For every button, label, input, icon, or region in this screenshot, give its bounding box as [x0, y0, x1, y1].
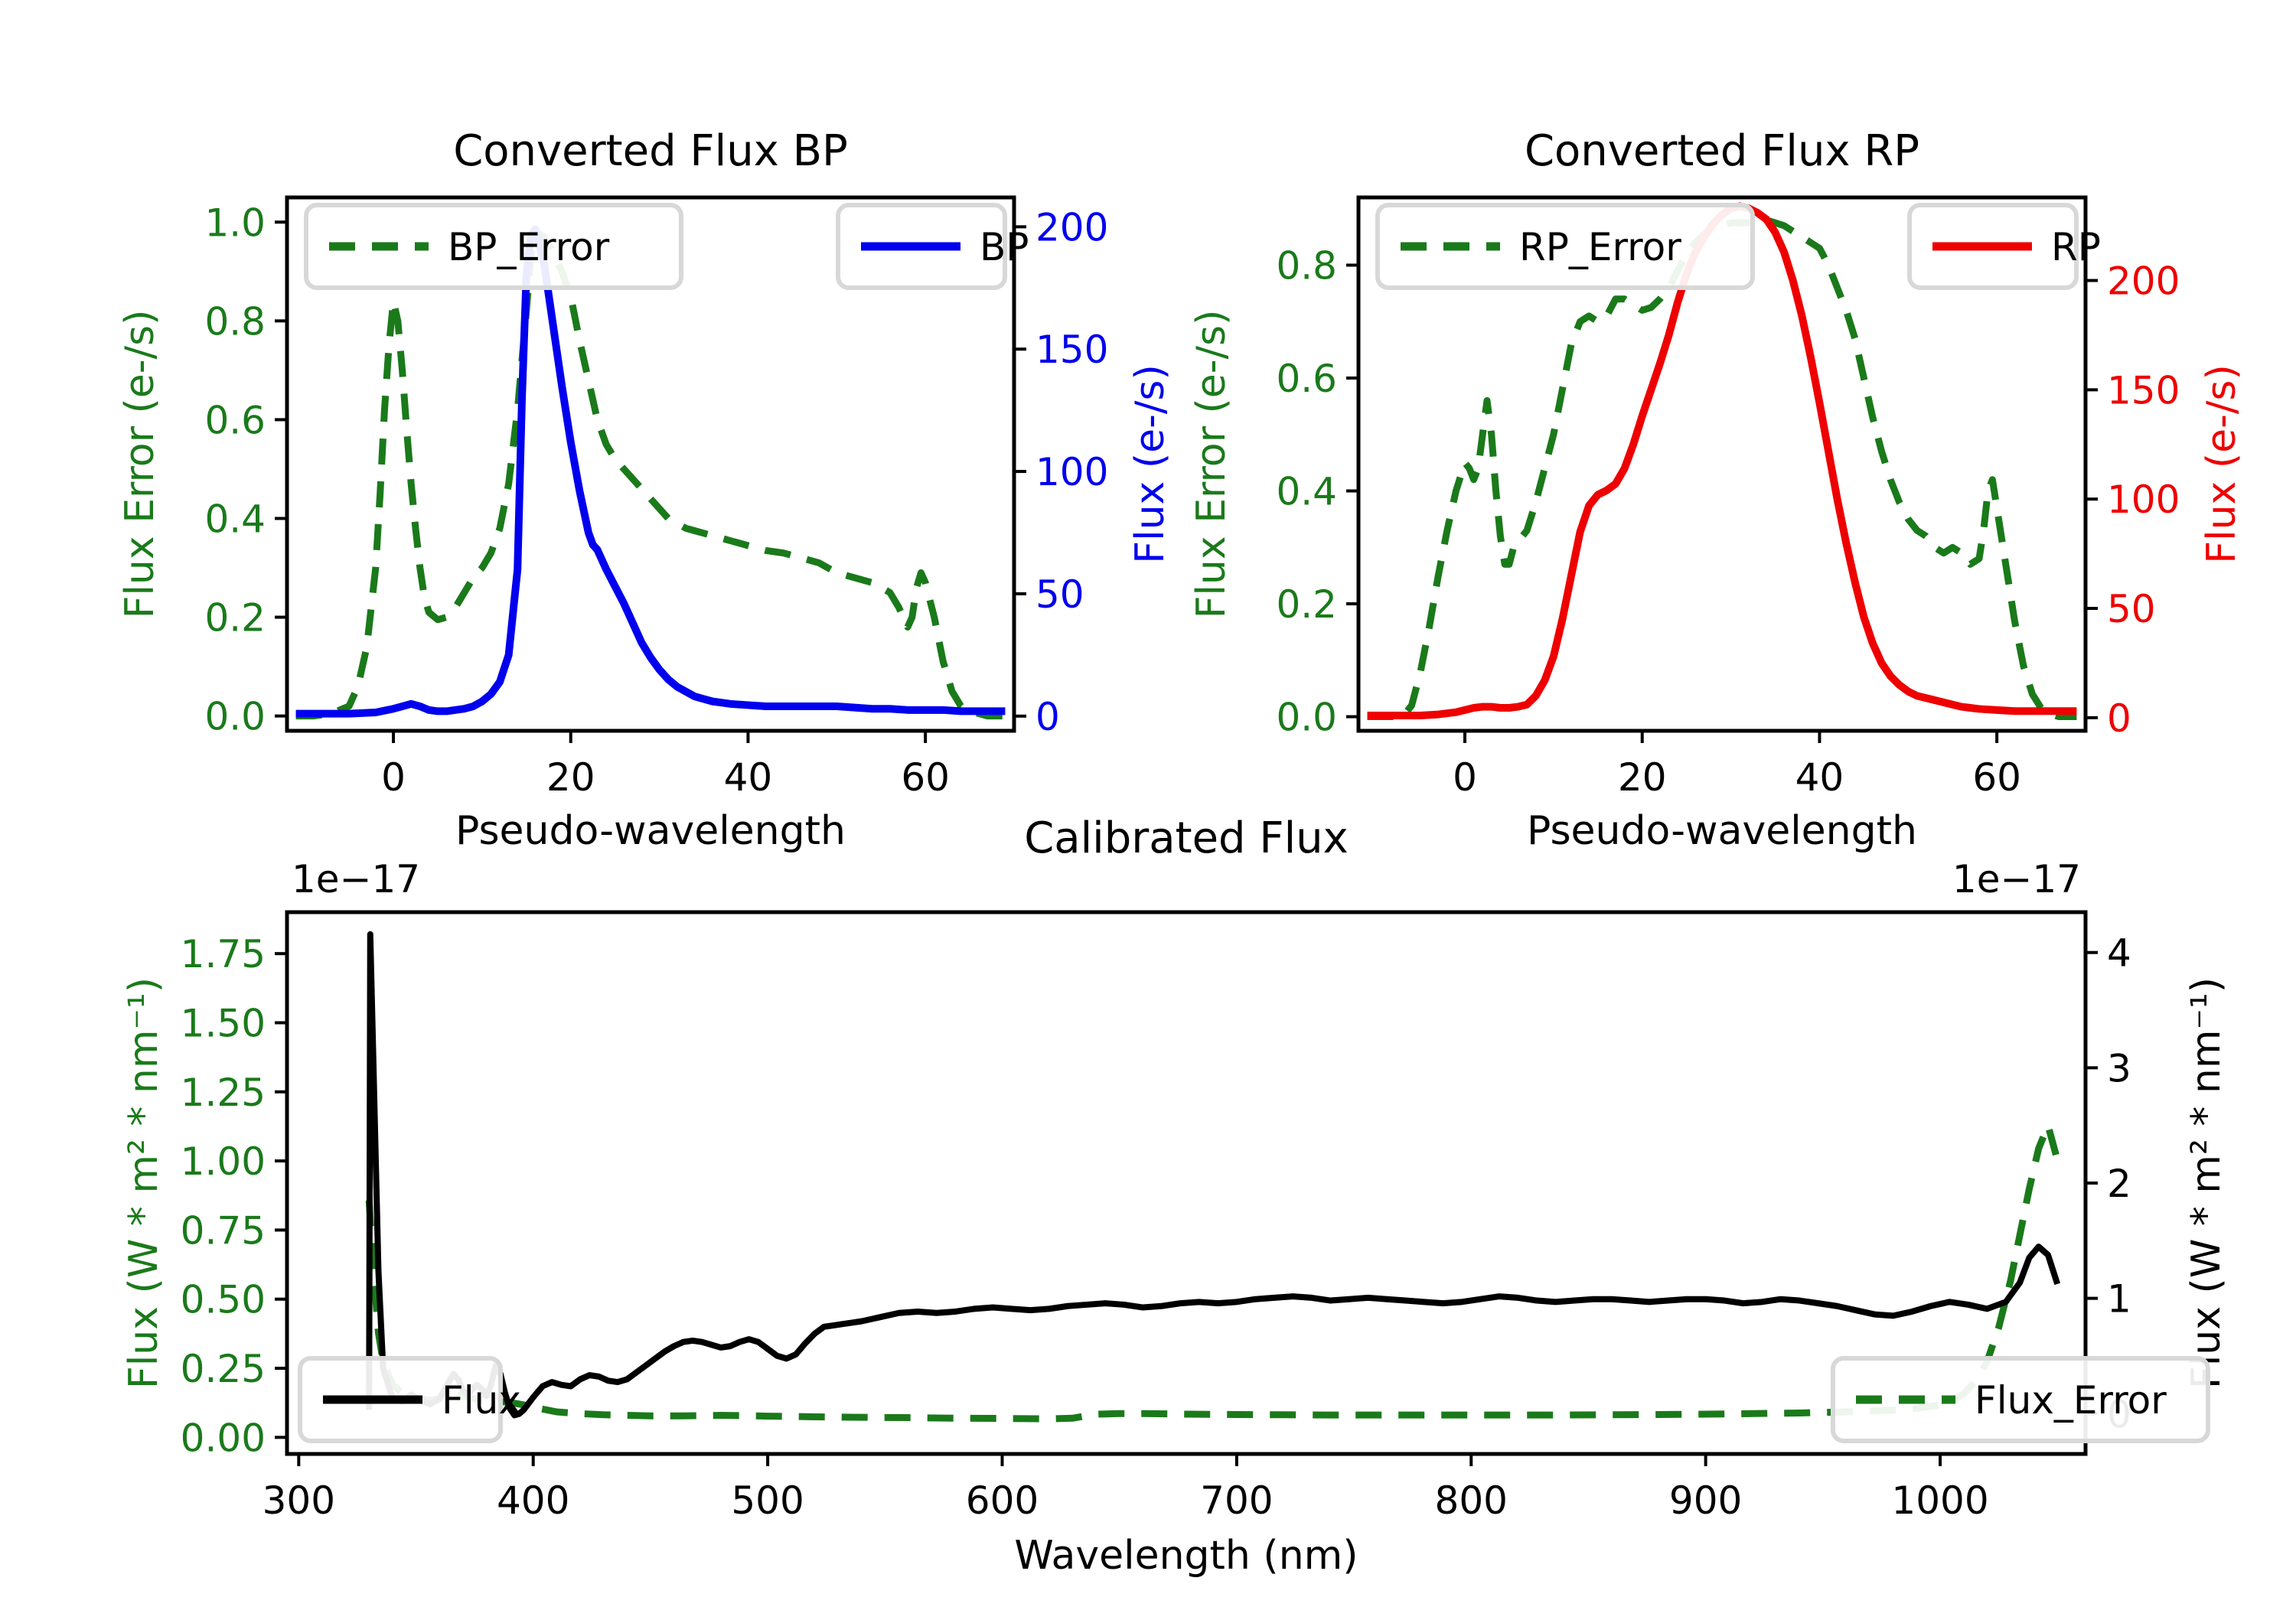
rp-xtick-label: 20	[1618, 755, 1667, 800]
rp-ytick-label-right: 50	[2107, 587, 2156, 631]
rp-ytick-label-left: 0.0	[1276, 696, 1337, 740]
bp-panel-title: Converted Flux BP	[453, 126, 848, 176]
calibrated-xtick-label: 1000	[1891, 1478, 1988, 1523]
calibrated-plot-frame	[285, 910, 2088, 1456]
calibrated-ytick-label-right: 2	[2107, 1162, 2131, 1206]
rp-ytick-label-right: 150	[2107, 368, 2180, 412]
calibrated-legend-flux-label: Flux	[442, 1378, 521, 1423]
bp-error-curve	[295, 228, 1006, 720]
bp-yaxis-label-left: Flux Error (e-/s)	[117, 310, 163, 619]
bp-xtick-label: 20	[546, 755, 595, 800]
calibrated-offset-left: 1e−17	[292, 857, 420, 901]
bp-ytick-label-left: 0.2	[204, 596, 266, 641]
calibrated-offset-right: 1e−17	[1952, 857, 2081, 901]
calibrated-legend-error-label: Flux_Error	[1975, 1378, 2167, 1423]
calibrated-yaxis-label-left: Flux (W * m² * nm⁻¹)	[121, 977, 167, 1389]
calibrated-xtick-label: 800	[1435, 1478, 1508, 1523]
rp-yaxis-label-right: Flux (e-/s)	[2199, 364, 2245, 564]
bp-flux-curve	[295, 225, 1006, 718]
bp-ytick-label-left: 0.8	[204, 299, 266, 344]
calibrated-yaxis-label-right: Flux (W * m² * nm⁻¹)	[2183, 977, 2229, 1389]
calibrated-ytick-label-left: 1.25	[181, 1071, 266, 1115]
bp-ytick-label-left: 1.0	[204, 200, 266, 245]
bp-plot-frame	[285, 195, 1016, 733]
rp-plot-frame	[1356, 195, 2088, 733]
calibrated-ytick-label-left: 0.50	[181, 1278, 266, 1322]
bp-xtick-label: 40	[724, 755, 773, 800]
rp-ytick-label-right: 200	[2107, 259, 2180, 304]
calibrated-ytick-label-left: 1.00	[181, 1139, 266, 1184]
bp-ytick-label-right: 200	[1035, 205, 1108, 249]
rp-ytick-label-left: 0.4	[1276, 470, 1337, 514]
bp-ytick-label-left: 0.4	[204, 497, 266, 541]
calibrated-xtick-label: 700	[1200, 1478, 1273, 1523]
rp-yaxis-label-left: Flux Error (e-/s)	[1189, 310, 1234, 619]
bp-ytick-label-right: 0	[1035, 695, 1060, 739]
rp-ytick-label-left: 0.8	[1276, 244, 1337, 288]
bp-ytick-label-right: 100	[1035, 450, 1108, 494]
calibrated-panel-title: Calibrated Flux	[1024, 813, 1349, 863]
calibrated-ytick-label-left: 0.00	[181, 1416, 266, 1460]
calibrated-error-curve	[365, 1122, 2061, 1423]
rp-xaxis-label: Pseudo-wavelength	[1527, 808, 1917, 854]
bp-ytick-label-right: 150	[1035, 328, 1108, 372]
rp-error-curve	[1367, 217, 2077, 721]
rp-xtick-label: 0	[1453, 755, 1477, 800]
bp-yaxis-label-right: Flux (e-/s)	[1127, 364, 1173, 564]
calibrated-xtick-label: 900	[1669, 1478, 1742, 1523]
bp-legend-error-label: BP_Error	[448, 225, 610, 269]
calibrated-ytick-label-left: 0.25	[181, 1347, 266, 1391]
calibrated-xtick-label: 500	[731, 1478, 804, 1523]
bp-ytick-label-left: 0.0	[204, 695, 266, 739]
calibrated-ytick-label-right: 1	[2107, 1277, 2131, 1322]
bp-ytick-label-left: 0.6	[204, 398, 266, 442]
bp-xaxis-label: Pseudo-wavelength	[455, 808, 846, 854]
bp-legend-flux-label: BP	[980, 225, 1029, 269]
rp-ytick-label-right: 100	[2107, 478, 2180, 522]
calibrated-ytick-label-right: 3	[2107, 1046, 2131, 1090]
calibrated-ytick-label-left: 0.75	[181, 1208, 266, 1253]
rp-xtick-label: 40	[1795, 755, 1844, 800]
calibrated-legend-error-box[interactable]	[1831, 1356, 2210, 1443]
rp-xtick-label: 60	[1972, 755, 2021, 800]
rp-legend-error-label: RP_Error	[1519, 225, 1681, 269]
calibrated-xaxis-label: Wavelength (nm)	[1014, 1533, 1358, 1579]
rp-ytick-label-left: 0.6	[1276, 357, 1337, 401]
calibrated-xtick-label: 600	[966, 1478, 1039, 1523]
rp-ytick-label-right: 0	[2107, 696, 2131, 741]
calibrated-xtick-label: 300	[263, 1478, 335, 1523]
bp-xtick-label: 0	[381, 755, 406, 800]
calibrated-ytick-label-right: 4	[2107, 931, 2131, 976]
calibrated-xtick-label: 400	[497, 1478, 569, 1523]
bp-ytick-label-right: 50	[1035, 572, 1084, 617]
calibrated-flux-curve	[366, 931, 2061, 1419]
rp-legend-flux-label: RP	[2051, 225, 2101, 269]
calibrated-ytick-label-left: 1.50	[181, 1001, 266, 1045]
rp-panel-title: Converted Flux RP	[1525, 126, 1919, 176]
bp-xtick-label: 60	[901, 755, 950, 800]
calibrated-ytick-label-left: 1.75	[181, 932, 266, 976]
rp-ytick-label-left: 0.2	[1276, 582, 1337, 627]
bp-legend-error-box[interactable]	[304, 203, 683, 290]
rp-legend-error-box[interactable]	[1375, 203, 1755, 290]
